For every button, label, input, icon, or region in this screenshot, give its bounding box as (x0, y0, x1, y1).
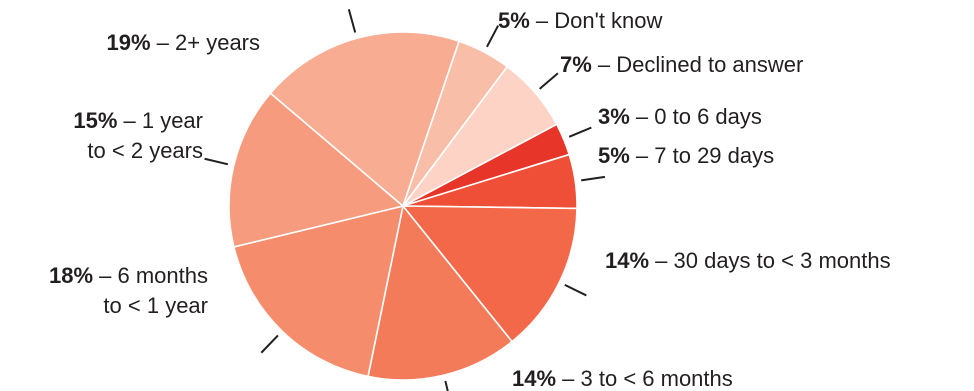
slice-category: – 1 year (117, 108, 203, 133)
slice-category: – Don't know (530, 8, 663, 33)
leader-line (444, 380, 449, 391)
pie-slice (228, 92, 404, 248)
slice-label: 3% – 0 to 6 days (598, 104, 762, 129)
slice-percent: 15% (73, 108, 117, 133)
slice-percent: 14% (605, 248, 649, 273)
pie-slice (233, 205, 404, 378)
pie-slice (402, 65, 558, 207)
leader-line (581, 175, 606, 182)
leader-line (486, 25, 500, 48)
slice-category: – 6 months (93, 263, 208, 288)
leader-line (260, 334, 279, 354)
slice-label: 18% – 6 months to < 1 year (49, 263, 208, 318)
leader-line (539, 72, 559, 90)
slice-label: 5% – 7 to 29 days (598, 143, 774, 168)
pie-slice (402, 205, 578, 343)
pie-slice (269, 31, 460, 207)
slice-label: 14% – 3 to < 6 months (512, 366, 733, 391)
leader-line (568, 126, 592, 138)
pie-slices (228, 31, 578, 381)
slice-category: – 3 to < 6 months (556, 366, 733, 391)
leader-line (204, 157, 229, 166)
slice-label: 15% – 1 year to < 2 years (73, 108, 203, 163)
slice-category: – 0 to 6 days (630, 104, 762, 129)
slice-category-cont: to < 1 year (103, 293, 208, 318)
slice-category: – Declined to answer (592, 52, 804, 77)
slice-percent: 19% (107, 30, 151, 55)
pie-slice (367, 205, 513, 381)
leader-line (347, 9, 357, 33)
slice-label: 19% – 2+ years (107, 30, 261, 55)
leader-line (564, 284, 587, 297)
slice-percent: 3% (598, 104, 630, 129)
slice-percent: 5% (598, 143, 630, 168)
slice-percent: 14% (512, 366, 556, 391)
slice-category: – 2+ years (151, 30, 260, 55)
slice-percent: 7% (560, 52, 592, 77)
slice-category-cont: to < 2 years (87, 138, 203, 163)
slice-label: 7% – Declined to answer (560, 52, 803, 77)
slice-label: 14% – 30 days to < 3 months (605, 248, 891, 273)
slice-percent: 18% (49, 263, 93, 288)
slice-category: – 7 to 29 days (630, 143, 774, 168)
slice-label: 5% – Don't know (498, 8, 663, 33)
slice-percent: 5% (498, 8, 530, 33)
leader-lines (204, 9, 606, 391)
slice-category: – 30 days to < 3 months (649, 248, 891, 273)
